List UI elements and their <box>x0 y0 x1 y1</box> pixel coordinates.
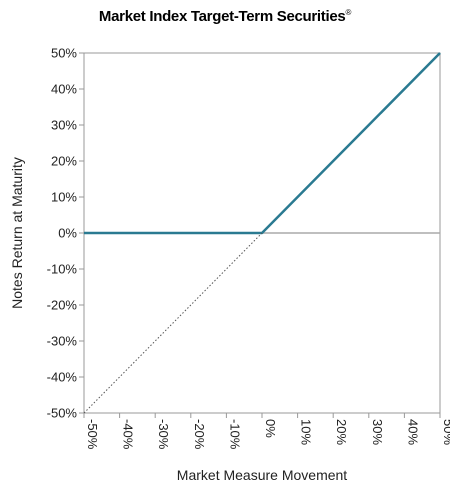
x-tick-label: -20% <box>192 419 207 450</box>
y-tick-label: -50% <box>47 406 78 421</box>
y-tick-label: 0% <box>58 226 77 241</box>
y-tick-label: 50% <box>51 46 77 61</box>
x-axis-label: Market Measure Movement <box>177 467 348 483</box>
chart-title-text: Market Index Target-Term Securities <box>98 8 346 25</box>
y-tick-label: 30% <box>51 118 77 133</box>
x-tick-label: 0% <box>263 419 278 438</box>
chart-title: Market Index Target-Term Securities® <box>0 8 450 25</box>
x-tick-label: 30% <box>370 419 385 445</box>
x-tick-label: -10% <box>227 419 242 450</box>
x-tick-label: 50% <box>441 419 450 445</box>
x-tick-label: -50% <box>85 419 100 450</box>
y-tick-label: -40% <box>47 370 78 385</box>
y-tick-label: 20% <box>51 154 77 169</box>
y-tick-label: -30% <box>47 334 78 349</box>
x-tick-label: 10% <box>299 419 314 445</box>
x-tick-label: -30% <box>156 419 171 450</box>
registered-mark: ® <box>345 8 352 17</box>
y-axis-label: Notes Return at Maturity <box>9 157 25 309</box>
reference-line-dotted <box>83 232 263 414</box>
y-tick-label: -10% <box>47 262 78 277</box>
series-group <box>83 52 441 414</box>
y-tick-label: -20% <box>47 298 78 313</box>
x-tick-label: -40% <box>121 419 136 450</box>
return-line <box>84 52 441 235</box>
y-tick-label: 40% <box>51 82 77 97</box>
y-axis-ticks: 50% 40% 30% 20% 10% 0% -10% -20% -30% -40% -50% <box>47 46 84 421</box>
x-tick-label: 40% <box>405 419 420 445</box>
x-tick-label: 20% <box>334 419 349 445</box>
y-tick-label: 10% <box>51 190 77 205</box>
x-axis-ticks: -50% -40% -30% -20% -10% 0% 10% 20% 30% 40% 50% <box>83 413 450 450</box>
